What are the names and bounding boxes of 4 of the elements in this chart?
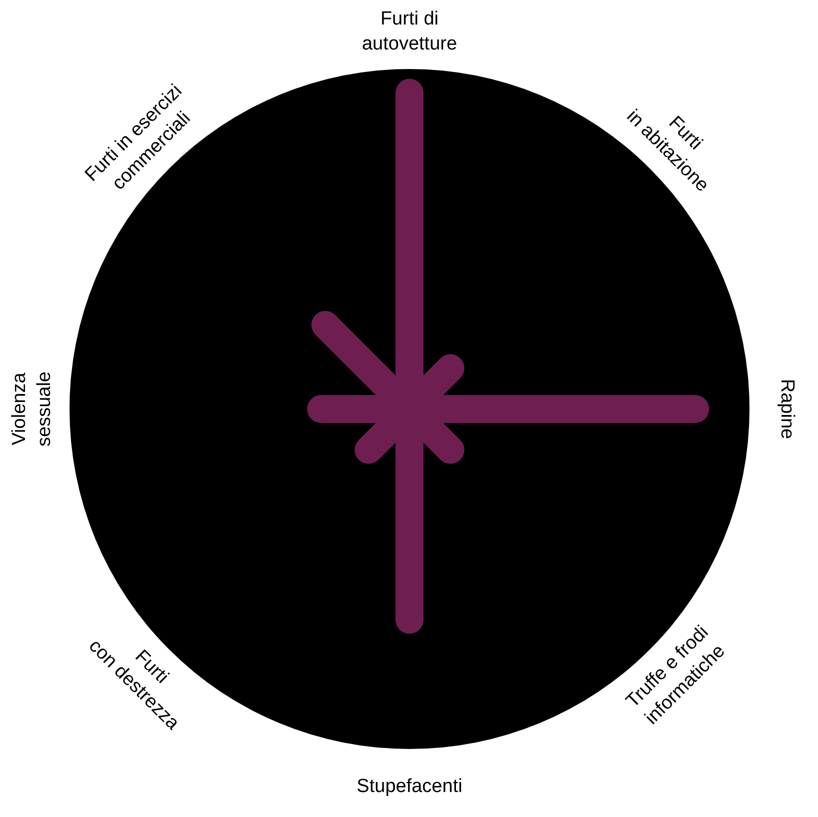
spoke-label: Rapine [776,378,798,440]
spoke-label: Violenza sessuale [9,371,56,446]
spoke-label: Stupefacenti [356,776,462,797]
spoke-label: Furti di autovetture [362,8,458,55]
